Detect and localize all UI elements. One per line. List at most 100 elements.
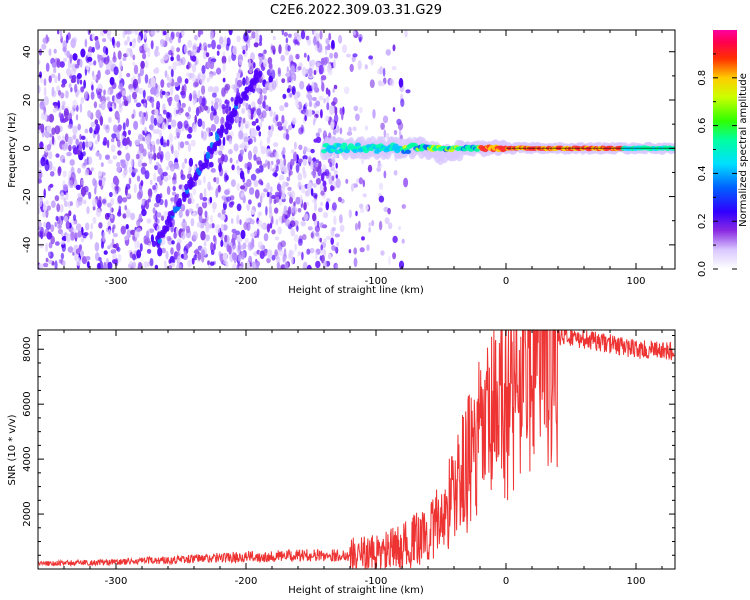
noise-blob [102, 30, 108, 34]
noise-blob [85, 65, 89, 70]
noise-blob [175, 127, 181, 137]
noise-blob [279, 105, 285, 112]
noise-blob [392, 235, 398, 243]
figure-title: C2E6.2022.309.03.31.G29 [270, 3, 442, 18]
noise-blob [88, 156, 93, 165]
noise-blob [135, 102, 142, 108]
noise-blob [247, 217, 251, 223]
noise-blob [206, 127, 210, 136]
noise-blob [173, 150, 180, 158]
noise-blob [111, 133, 117, 139]
noise-blob [83, 199, 87, 205]
noise-blob [119, 103, 122, 109]
noise-blob [306, 248, 311, 255]
noise-blob [285, 128, 289, 134]
streak-blob [205, 153, 211, 160]
noise-blob [258, 211, 262, 216]
noise-blob [322, 212, 329, 219]
noise-blob [245, 261, 250, 269]
noise-blob [57, 100, 61, 109]
noise-blob [265, 206, 268, 216]
noise-blob [200, 45, 205, 51]
noise-blob [160, 79, 165, 88]
snr-axes: -300 -200 -100 0 100 2000 4000 6000 8000 [22, 330, 675, 587]
noise-blob [250, 127, 256, 136]
noise-blob [39, 141, 44, 150]
noise-blob [165, 250, 169, 260]
spectrogram-ytick-label: 0 [22, 145, 33, 151]
noise-blob [72, 214, 77, 222]
noise-blob [155, 138, 161, 145]
noise-blob [228, 201, 234, 208]
noise-blob [348, 126, 352, 133]
noise-blob [75, 223, 82, 231]
noise-blob [69, 231, 76, 241]
noise-blob [401, 204, 406, 209]
noise-blob [62, 260, 66, 267]
noise-blob [136, 175, 141, 182]
noise-blob [109, 206, 113, 214]
noise-blob [352, 30, 356, 36]
noise-blob [143, 261, 149, 268]
noise-blob [256, 228, 260, 239]
noise-blob [153, 68, 158, 74]
noise-blob [284, 261, 289, 269]
streak-blob [238, 97, 244, 105]
noise-blob [243, 136, 249, 143]
noise-blob [272, 172, 279, 177]
noise-blob [212, 71, 217, 76]
noise-blob [38, 207, 41, 215]
noise-blob [43, 188, 46, 199]
noise-blob [307, 54, 310, 62]
noise-blob [74, 232, 80, 239]
noise-blob [197, 251, 202, 261]
noise-blob [251, 31, 256, 39]
noise-blob [286, 88, 291, 93]
noise-blob [108, 229, 111, 235]
noise-blob [64, 201, 68, 207]
noise-blob [272, 142, 279, 148]
noise-blob [70, 172, 76, 182]
noise-blob [328, 175, 333, 185]
noise-blob [266, 223, 271, 233]
noise-blob [143, 42, 148, 52]
noise-blob [255, 168, 261, 174]
noise-blob [117, 150, 122, 156]
noise-blob [96, 208, 101, 218]
noise-blob [230, 131, 234, 138]
noise-blob [323, 97, 326, 104]
noise-blob [337, 196, 342, 202]
noise-blob [296, 225, 299, 232]
noise-blob [147, 47, 150, 53]
noise-blob [92, 177, 96, 187]
noise-blob [71, 219, 75, 226]
tone-core [352, 148, 359, 153]
noise-blob [128, 177, 132, 185]
noise-blob [259, 121, 263, 128]
noise-blob [181, 85, 185, 95]
noise-blob [197, 206, 203, 216]
noise-blob [288, 169, 291, 177]
noise-blob [209, 30, 214, 41]
noise-blob [38, 178, 42, 184]
noise-blob [307, 226, 313, 231]
noise-blob [319, 30, 323, 40]
noise-blob [210, 249, 215, 255]
noise-blob [322, 224, 328, 229]
noise-blob [190, 218, 195, 227]
noise-blob [177, 102, 180, 109]
noise-blob [367, 164, 373, 173]
noise-blob [191, 257, 195, 265]
noise-blob [109, 76, 115, 86]
noise-blob [331, 186, 335, 191]
noise-blob [359, 203, 364, 209]
noise-blob [275, 256, 281, 264]
noise-blob [53, 67, 57, 74]
noise-blob [138, 73, 141, 78]
noise-blob [113, 51, 116, 60]
noise-blob [156, 30, 160, 33]
noise-blob [210, 214, 213, 224]
snr-xtick-label: 0 [503, 576, 509, 587]
noise-blob [117, 131, 120, 141]
tone-core [405, 149, 411, 154]
